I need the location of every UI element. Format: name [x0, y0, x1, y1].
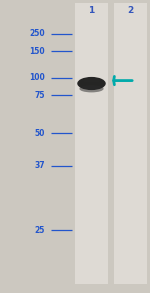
Text: 100: 100	[29, 73, 45, 82]
Ellipse shape	[79, 85, 104, 92]
Ellipse shape	[77, 77, 106, 90]
Text: 2: 2	[127, 6, 134, 15]
Text: 150: 150	[29, 47, 45, 56]
Text: 37: 37	[34, 161, 45, 170]
Text: 1: 1	[88, 6, 95, 15]
Ellipse shape	[82, 79, 101, 83]
Bar	[114, 3, 147, 284]
Text: 250: 250	[29, 29, 45, 38]
Text: 75: 75	[34, 91, 45, 100]
Bar	[75, 3, 108, 284]
Text: 50: 50	[35, 129, 45, 138]
Text: 25: 25	[35, 226, 45, 234]
